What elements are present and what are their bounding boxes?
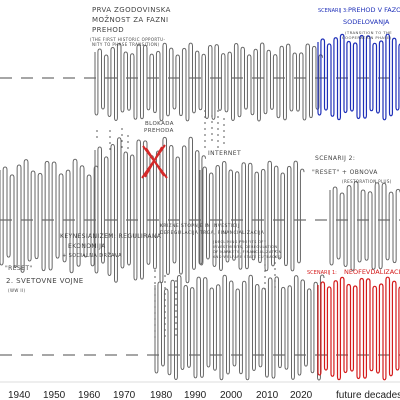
scenario-3-note-line1: (TRANSITION TO THE [345,30,392,35]
scenario-3-label: SCENARIJ 3: [318,8,348,14]
scenario-3: SCENARIJ 3: PREHOD V FAZO SODELOVANJA (T… [318,6,400,40]
internet-label: INTERNET [208,150,241,157]
axis-tick-1970: 1970 [113,390,136,400]
axis-tick-1990: 1990 [184,390,207,400]
scenario-2-label: SCENARIJ 2: [315,155,355,162]
top-title-line3: PREHOD [92,26,124,34]
reset-line2: 2. SVETOVNE VOJNE [6,277,84,285]
scenario-2-wave [329,180,400,272]
axis-tick-2000: 2000 [220,390,243,400]
axis-tick-1960: 1960 [78,390,101,400]
scenario-1: SCENARIJ 1: NEOFEVDALIZACIJA [307,268,400,276]
axis-tick-1940: 1940 [8,390,31,400]
scenario-3-title-line2: SODELOVANJA [343,18,390,26]
keynes-line3: + SOCIALNA DRŽAVA [62,251,122,259]
crisis-note-line4: AND WELFARE STATE CUTBACKS) [213,255,282,259]
top-annotation: PRVA ZGODOVINSKA MOŽNOST ZA FAZNI PREHOD… [90,6,171,47]
top-note-line1: (THE FIRST HISTORIC OPPORTU- [90,37,165,42]
scenario-3-title-line1: PREHOD V FAZO [348,6,400,14]
upper-wave-trace [94,42,323,122]
scenario-3-note-line2: COOPERATION PHASE) [342,35,392,40]
blocked-annotation: BLOKADA PREHODA [144,121,174,134]
blocked-line1: BLOKADA [145,121,174,127]
scenario-1-label: SCENARIJ 1: [307,270,337,276]
lower-wave-trace [154,274,325,381]
crisis-note-line2: INVESTMENTS, DEREGULATION [213,245,278,249]
future-decades-label: future decades [336,390,400,400]
blocked-line2: PREHODA [144,128,174,134]
top-title-line2: MOŽNOST ZA FAZNI [92,15,169,24]
time-axis: 1940 1950 1960 1970 1980 1990 2000 2010 2020 fut… [0,381,400,400]
reset-annotation: "RESET" 2. SVETOVNE VOJNE (WW II) [5,265,84,293]
axis-tick-2020: 2020 [290,390,313,400]
axis-tick-1950: 1950 [43,390,66,400]
axis-tick-1980: 1980 [150,390,173,400]
scenario-2: SCENARIJ 2: "RESET" + OBNOVA (RESTORATIO… [312,155,392,184]
scenario-1-wave [317,276,400,381]
reset-line3: (WW II) [8,288,26,293]
scenario-1-title: NEOFEVDALIZACIJA [344,268,400,276]
top-note-line2: NITY TO PHASE TRANSITION) [92,42,160,47]
crisis-annotation: KRIZNE STOPNJE IN INVESTICIJ DEREGULACIJ… [160,223,282,259]
scenario-3-wave [317,33,400,121]
crisis-note-line3: OF MARKETS, FINANCIALIZATION [213,250,282,254]
reset-line1: "RESET" [5,265,33,272]
top-title-line1: PRVA ZGODOVINSKA [92,6,171,14]
crisis-note-line1: (DECLINING PROFITS OF [213,240,264,244]
axis-tick-2010: 2010 [256,390,279,400]
crisis-line2: DEREGULACIJA TRGA, FINANCIALIZACIJA [160,230,265,236]
historical-wave-trace [0,136,305,284]
axis-ticks: 1940 1950 1960 1970 1980 1990 2000 2010 2020 [8,390,313,400]
scenario-2-title: "RESET" + OBNOVA [312,169,378,176]
keynes-line2: EKONOMIJA [68,243,106,250]
keynes-line1: KEYNESIANIZEM: REGULIRANA [60,233,162,240]
scenario-2-note: (RESTORATION PLUS) [342,179,392,184]
crisis-line1: KRIZNE STOPNJE IN INVESTICIJ [160,223,240,229]
keynes-annotation: KEYNESIANIZEM: REGULIRANA EKONOMIJA + SO… [60,233,162,259]
blocked-x-mark [141,144,168,179]
